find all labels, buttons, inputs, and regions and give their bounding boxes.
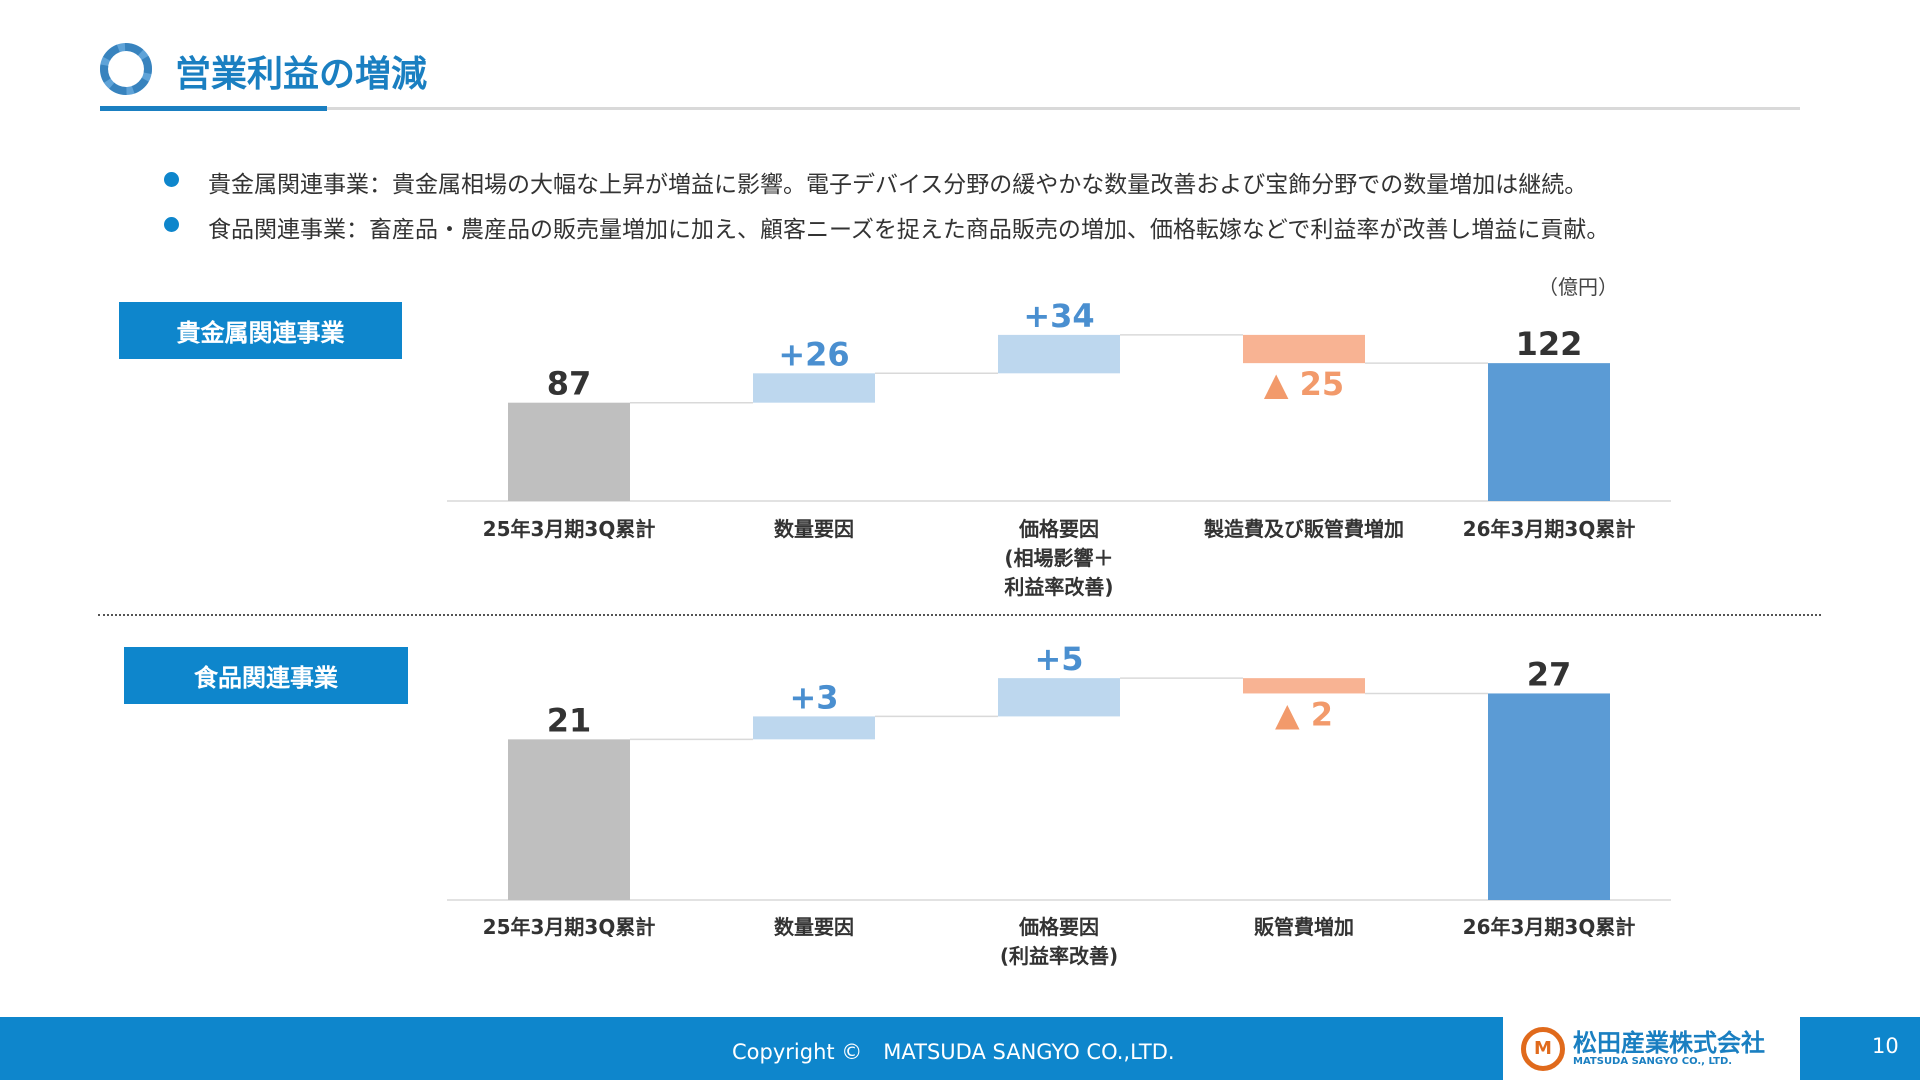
bar-increase [998, 678, 1120, 717]
data-label: +5 [1034, 640, 1083, 678]
category-label: (利益率改善) [1000, 944, 1118, 968]
bar-start [508, 402, 630, 501]
section-divider [98, 614, 1821, 616]
logo-name-en: MATSUDA SANGYO CO., LTD. [1573, 1056, 1733, 1067]
logo-name-jp: 松田産業株式会社 [1573, 1029, 1765, 1057]
category-label: 26年3月期3Q累計 [1463, 517, 1636, 541]
title-underline [327, 107, 1800, 110]
bar-decrease [1243, 678, 1365, 694]
bar-end [1488, 363, 1610, 501]
category-label: 数量要因 [774, 915, 854, 939]
category-label: 利益率改善) [1004, 575, 1113, 599]
bullet-text-precious-metals: 貴金属関連事業：貴金属相場の大幅な上昇が増益に影響。電子デバイス分野の緩やかな数… [208, 172, 1588, 198]
title-underline-accent [100, 106, 327, 111]
data-label: ▲ 25 [1264, 365, 1344, 403]
data-label: 122 [1516, 325, 1583, 363]
unit-label: （億円） [1538, 275, 1618, 299]
bar-decrease [1243, 334, 1365, 364]
page-number: 10 [1872, 1034, 1899, 1058]
segment-label-food: 食品関連事業 [124, 647, 408, 704]
category-label: 価格要因 [1018, 517, 1099, 541]
bar-increase [998, 334, 1120, 374]
bullet-icon [164, 217, 179, 232]
data-label: +26 [778, 335, 849, 373]
data-label: 27 [1527, 655, 1572, 693]
segment-label-precious-metals: 貴金属関連事業 [119, 302, 402, 359]
data-label: 21 [547, 701, 592, 739]
category-label: 製造費及び販管費増加 [1204, 517, 1404, 541]
data-label: 87 [547, 365, 592, 403]
category-label: 26年3月期3Q累計 [1463, 915, 1636, 939]
page-title: 営業利益の増減 [175, 54, 428, 95]
data-label: +34 [1023, 297, 1094, 335]
title-ring-icon [100, 43, 152, 95]
copyright: Copyright © MATSUDA SANGYO CO.,LTD. [732, 1040, 1175, 1064]
bar-end [1488, 693, 1610, 900]
category-label: 数量要因 [774, 517, 854, 541]
logo-mark-icon: M [1521, 1026, 1565, 1071]
category-label: 販管費増加 [1254, 915, 1354, 939]
category-label: 25年3月期3Q累計 [483, 517, 656, 541]
bar-start [508, 739, 630, 900]
bullet-icon [164, 172, 179, 187]
category-label: 価格要因 [1018, 915, 1099, 939]
bar-increase [753, 373, 875, 403]
data-label: ▲ 2 [1275, 695, 1333, 733]
category-label: (相場影響＋ [1004, 546, 1113, 570]
bullet-text-food: 食品関連事業：畜産品・農産品の販売量増加に加え、顧客ニーズを捉えた商品販売の増加… [208, 217, 1610, 243]
category-label: 25年3月期3Q累計 [483, 915, 656, 939]
data-label: +3 [789, 678, 838, 716]
company-logo: M 松田産業株式会社 MATSUDA SANGYO CO., LTD. [1503, 1017, 1800, 1080]
bar-increase [753, 716, 875, 740]
